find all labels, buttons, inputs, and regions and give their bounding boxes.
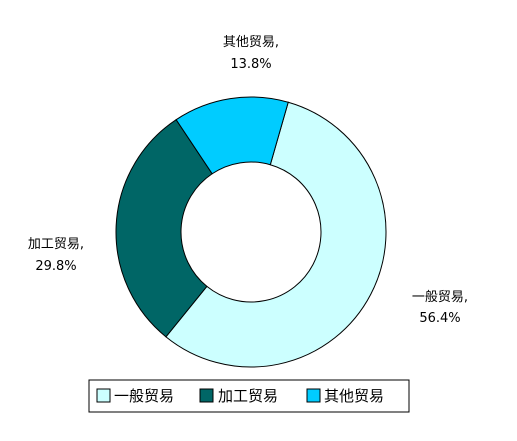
slices-layer <box>115 96 387 368</box>
donut-slice-other-trade <box>175 96 289 175</box>
legend-swatch-processing-trade <box>199 388 214 403</box>
slice-label-general-trade-value: 56.4% <box>419 311 460 326</box>
legend-swatch-general-trade <box>96 388 111 403</box>
slice-label-general-trade: 一般贸易, 56.4% <box>412 289 468 326</box>
slice-label-general-trade-name: 一般贸易, <box>412 289 468 305</box>
legend: 一般贸易 加工贸易 其他贸易 <box>88 379 410 413</box>
slice-label-processing-trade: 加工贸易, 29.8% <box>28 237 84 274</box>
slice-label-other-trade-value: 13.8% <box>230 57 271 72</box>
legend-label-general-trade: 一般贸易 <box>114 387 174 405</box>
legend-frame <box>88 379 410 413</box>
slice-label-other-trade: 其他贸易, 13.8% <box>223 35 279 72</box>
donut-slice-general-trade <box>165 101 387 368</box>
legend-swatch-other-trade <box>306 388 321 403</box>
slice-label-other-trade-name: 其他贸易, <box>223 35 279 50</box>
legend-label-processing-trade: 加工贸易 <box>218 387 278 405</box>
slice-label-processing-trade-name: 加工贸易, <box>28 237 84 252</box>
donut-slice-processing-trade <box>115 118 213 338</box>
legend-label-other-trade: 其他贸易 <box>324 387 384 405</box>
slice-label-processing-trade-value: 29.8% <box>35 259 76 274</box>
